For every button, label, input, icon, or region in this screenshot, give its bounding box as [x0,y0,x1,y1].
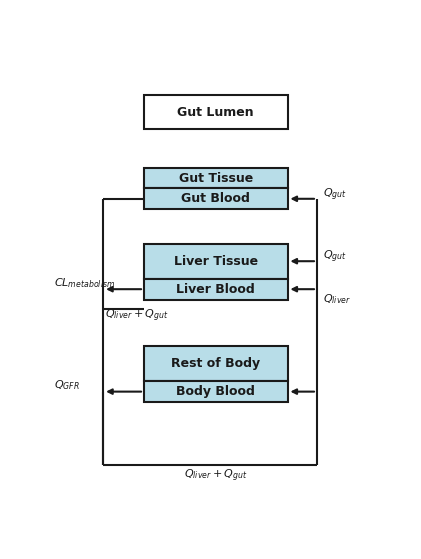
Text: Liver Blood: Liver Blood [176,283,255,296]
Bar [144,244,288,279]
Text: $Q_{gut}$: $Q_{gut}$ [323,249,347,265]
Text: $Q_{liver}$: $Q_{liver}$ [323,292,351,306]
Text: Body Blood: Body Blood [176,385,255,398]
Text: $Q_{gut}$: $Q_{gut}$ [323,186,347,203]
Text: $Q_{GFR}$: $Q_{GFR}$ [54,378,80,392]
Bar [144,381,288,402]
Bar [144,279,288,300]
Text: $CL_{metabolism}$: $CL_{metabolism}$ [54,276,115,290]
Text: Gut Lumen: Gut Lumen [177,106,254,119]
Text: Gut Blood: Gut Blood [181,192,250,205]
Text: $Q_{liver} + Q_{gut}$: $Q_{liver} + Q_{gut}$ [184,468,248,484]
Text: $Q_{liver} + Q_{gut}$: $Q_{liver} + Q_{gut}$ [105,307,168,324]
Text: Gut Tissue: Gut Tissue [179,172,253,184]
Bar [144,95,288,130]
Bar [144,188,288,209]
Text: Rest of Body: Rest of Body [171,357,260,370]
Bar [144,168,288,188]
Bar [144,346,288,381]
Text: Liver Tissue: Liver Tissue [174,255,258,268]
